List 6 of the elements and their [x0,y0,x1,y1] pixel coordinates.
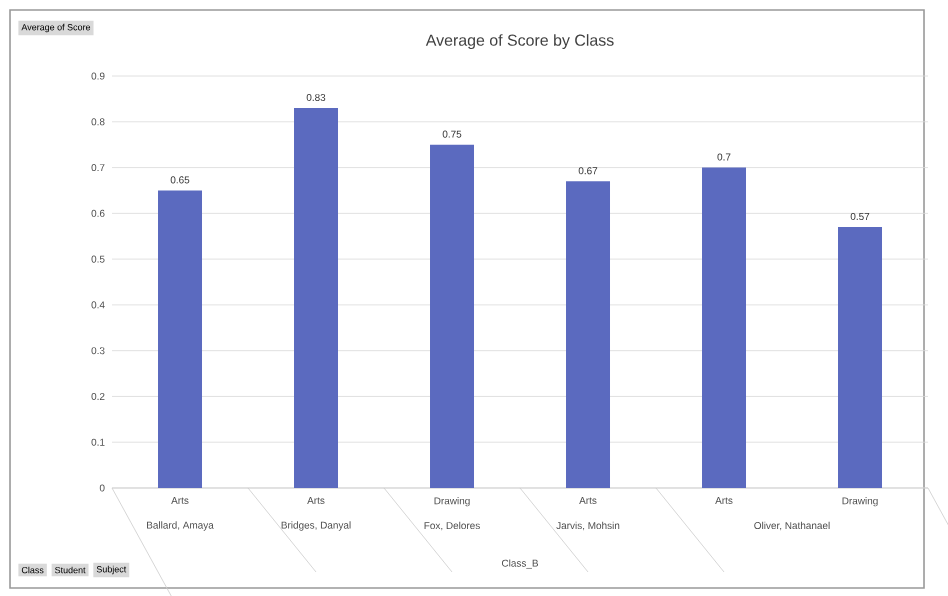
bar [294,108,339,488]
bar [566,181,611,488]
bar [838,227,883,488]
bar [158,190,203,488]
bar [430,144,475,488]
bar [702,167,747,488]
